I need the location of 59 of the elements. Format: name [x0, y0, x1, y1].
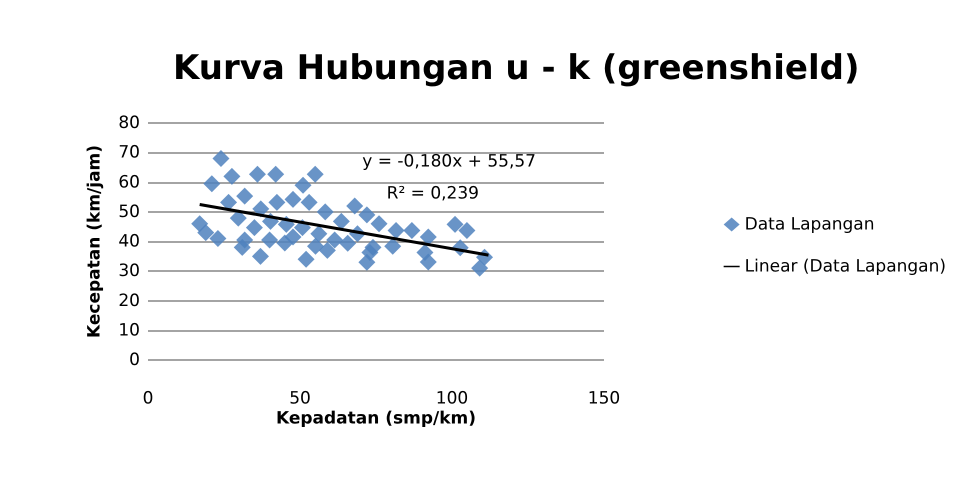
point [310, 225, 328, 242]
y-tick-label: 0 [129, 350, 140, 370]
point [358, 206, 376, 224]
y-tick-label: 80 [118, 113, 140, 133]
point [339, 234, 356, 252]
legend-label: Data Lapangan [744, 214, 875, 234]
point [361, 244, 378, 261]
point [236, 188, 254, 205]
point [284, 190, 302, 208]
point [246, 219, 263, 236]
point [318, 242, 336, 259]
point [403, 222, 420, 240]
point [332, 212, 350, 230]
point [236, 232, 254, 249]
x-tick-label: 150 [588, 388, 620, 408]
point [298, 250, 315, 268]
point [388, 222, 405, 240]
point [446, 216, 464, 233]
point [248, 166, 266, 183]
chart-title: Kurva Hubungan u - k (greenshield) [173, 48, 860, 88]
point [471, 260, 488, 277]
point [420, 253, 437, 270]
point [267, 166, 284, 183]
point [284, 228, 302, 246]
y-tick-label: 50 [118, 202, 140, 222]
x-tick-label: 100 [436, 388, 468, 408]
legend-label: Linear (Data Lapangan) [744, 256, 946, 276]
point [268, 194, 286, 211]
y-tick-label: 70 [118, 142, 140, 163]
point [384, 238, 402, 255]
point [300, 194, 318, 211]
point [209, 230, 226, 248]
y-tick-label: 20 [118, 290, 140, 311]
x-axis-title: Kepadatan (smp/km) [276, 408, 476, 428]
point [326, 232, 344, 249]
point [316, 203, 334, 220]
point [306, 166, 324, 183]
point [294, 176, 312, 194]
point [203, 175, 220, 192]
point [223, 168, 240, 185]
x-tick-label: 0 [142, 388, 154, 408]
annotation: y = -0,180x + 55,57 [362, 152, 536, 172]
point [197, 224, 214, 242]
y-tick-label: 40 [118, 232, 140, 252]
y-tick-label: 60 [118, 172, 140, 192]
point [212, 150, 230, 168]
point [261, 232, 278, 249]
point [191, 215, 208, 232]
x-tick-label: 50 [289, 388, 311, 408]
y-tick-label: 30 [118, 261, 140, 282]
y-axis-title: Kecepatan (km/jam) [84, 144, 104, 338]
point [252, 248, 269, 265]
y-tick-label: 10 [118, 320, 140, 340]
point [370, 215, 388, 232]
point [346, 197, 364, 214]
annotation: R² = 0,239 [386, 184, 480, 204]
point [307, 238, 324, 255]
point [458, 222, 476, 240]
point [230, 210, 247, 227]
